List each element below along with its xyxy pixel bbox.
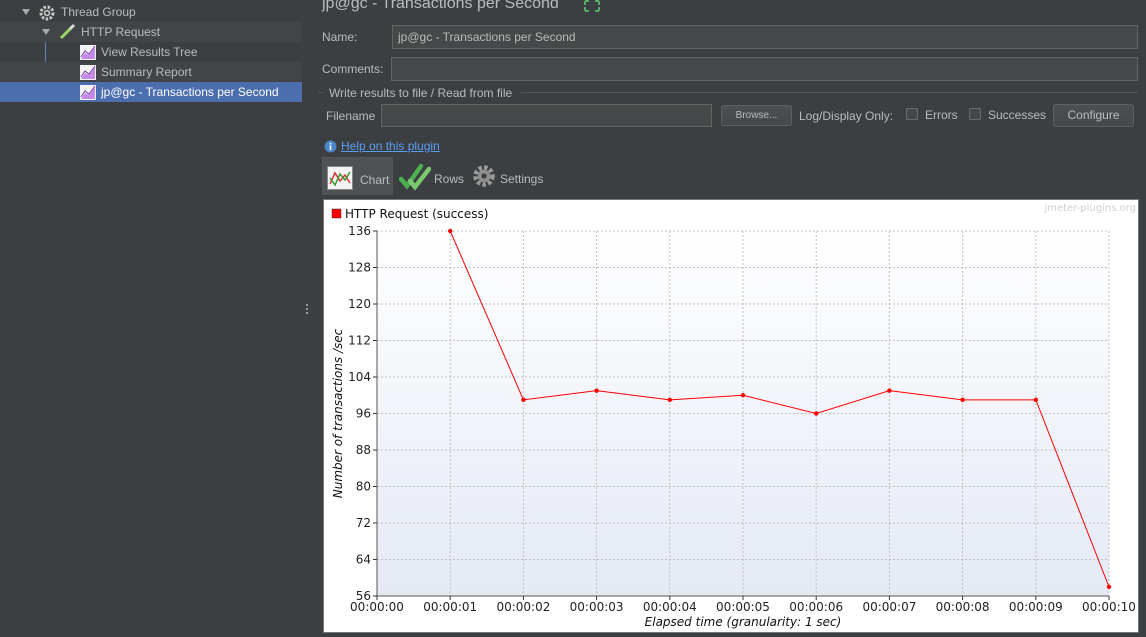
errors-label: Errors — [925, 108, 958, 122]
log-display-label: Log/Display Only: — [799, 109, 894, 123]
file-group-title: Write results to file / Read from file — [329, 86, 513, 100]
tree-item-label: jp@gc - Transactions per Second — [101, 85, 279, 99]
y-tick-label: 72 — [356, 516, 371, 530]
data-point — [594, 388, 599, 393]
y-tick-label: 104 — [348, 370, 371, 384]
data-point — [887, 388, 892, 393]
x-tick-label: 00:00:06 — [789, 600, 843, 614]
x-tick-label: 00:00:04 — [643, 600, 697, 614]
tab-label: Chart — [360, 173, 390, 187]
data-point — [667, 397, 672, 403]
browse-button[interactable]: Browse... — [721, 105, 792, 126]
y-tick-label: 136 — [348, 224, 371, 238]
y-tick-label: 112 — [348, 334, 371, 348]
watermark-text: jmeter-plugins.org — [1043, 203, 1136, 214]
group-border — [318, 92, 324, 93]
graph-listener-icon — [80, 45, 96, 66]
graph-listener-icon — [80, 85, 96, 106]
comments-field[interactable] — [391, 57, 1138, 81]
expand-icon[interactable] — [584, 0, 600, 15]
tree-item-transactions-per-second[interactable]: jp@gc - Transactions per Second — [0, 82, 302, 102]
data-point — [521, 397, 526, 403]
successes-label: Successes — [988, 108, 1047, 122]
name-label: Name: — [322, 30, 358, 44]
x-tick-label: 00:00:02 — [496, 600, 550, 614]
x-tick-label: 00:00:08 — [936, 600, 990, 614]
tree-item-http-request[interactable]: HTTP Request — [0, 22, 302, 42]
errors-checkbox[interactable] — [906, 108, 918, 120]
x-tick-label: 00:00:00 — [350, 600, 404, 614]
data-point — [1033, 397, 1038, 403]
data-point — [740, 393, 746, 398]
data-point — [1106, 584, 1112, 590]
splitter-grip-icon — [306, 304, 308, 316]
y-tick-label: 56 — [356, 589, 371, 603]
tree-item-label: Thread Group — [61, 5, 136, 19]
checkmarks-icon — [398, 161, 432, 196]
tree-item-summary-report[interactable]: Summary Report — [0, 62, 302, 82]
series-line — [449, 230, 1110, 588]
configure-button[interactable]: Configure — [1053, 104, 1134, 127]
tab-label: Rows — [434, 172, 465, 186]
tps-chart: 56 64 72 80 88 96 104 112 120 128 136 00:00:00 00:00… — [323, 199, 1139, 633]
tree-item-thread-group[interactable]: Thread Group — [0, 2, 302, 22]
tab-rows[interactable]: Rows — [395, 157, 467, 195]
chart-icon — [327, 166, 353, 193]
x-tick-label: 00:00:05 — [716, 600, 770, 614]
listener-panel: jp@gc - Transactions per Second Name: jp… — [312, 0, 1146, 637]
y-axis-title: Number of transactions /sec — [331, 328, 345, 498]
data-point — [960, 397, 965, 403]
x-tick-label: 00:00:10 — [1082, 600, 1136, 614]
successes-checkbox[interactable] — [969, 108, 981, 120]
x-tick-label: 00:00:01 — [423, 600, 477, 614]
collapse-arrow-icon[interactable] — [42, 29, 50, 35]
tree-item-label: View Results Tree — [101, 45, 198, 59]
name-field[interactable]: jp@gc - Transactions per Second — [392, 25, 1138, 49]
tab-label: Settings — [500, 172, 544, 186]
help-plugin-link[interactable]: Help on this plugin — [341, 139, 440, 153]
y-tick-label: 80 — [356, 480, 371, 494]
data-point — [448, 228, 453, 234]
info-icon — [324, 140, 337, 156]
tab-chart[interactable]: Chart — [322, 157, 393, 195]
filename-label: Filename — [326, 109, 376, 123]
pipette-icon — [58, 23, 76, 46]
test-plan-tree: Thread Group HTTP Request View Results T… — [0, 0, 303, 637]
y-tick-label: 128 — [348, 261, 371, 275]
chart-canvas: 56 64 72 80 88 96 104 112 120 128 136 00:00:00 00:00… — [331, 203, 1136, 629]
tree-item-view-results-tree[interactable]: View Results Tree — [0, 42, 302, 62]
filename-field[interactable] — [381, 104, 712, 127]
x-tick-label: 00:00:07 — [862, 600, 916, 614]
gear-icon — [38, 4, 56, 28]
tree-item-label: Summary Report — [101, 65, 192, 79]
x-tick-label: 00:00:03 — [570, 600, 624, 614]
graph-listener-icon — [80, 65, 96, 86]
panel-title: jp@gc - Transactions per Second — [322, 0, 559, 12]
settings-gear-icon — [472, 164, 496, 191]
tree-item-label: HTTP Request — [81, 25, 161, 39]
y-tick-label: 88 — [356, 443, 371, 457]
data-point — [814, 411, 819, 416]
y-tick-label: 96 — [356, 407, 371, 421]
y-tick-label: 120 — [348, 297, 371, 311]
group-border — [521, 92, 1138, 93]
comments-label: Comments: — [322, 62, 384, 76]
legend-label: HTTP Request (success) — [345, 207, 488, 221]
y-tick-label: 64 — [356, 553, 371, 567]
collapse-arrow-icon[interactable] — [22, 9, 30, 15]
tab-settings[interactable]: Settings — [469, 157, 554, 195]
panel-splitter[interactable] — [302, 0, 312, 637]
legend-swatch — [331, 208, 342, 219]
x-tick-label: 00:00:09 — [1009, 600, 1063, 614]
x-axis-title: Elapsed time (granularity: 1 sec) — [645, 615, 842, 629]
